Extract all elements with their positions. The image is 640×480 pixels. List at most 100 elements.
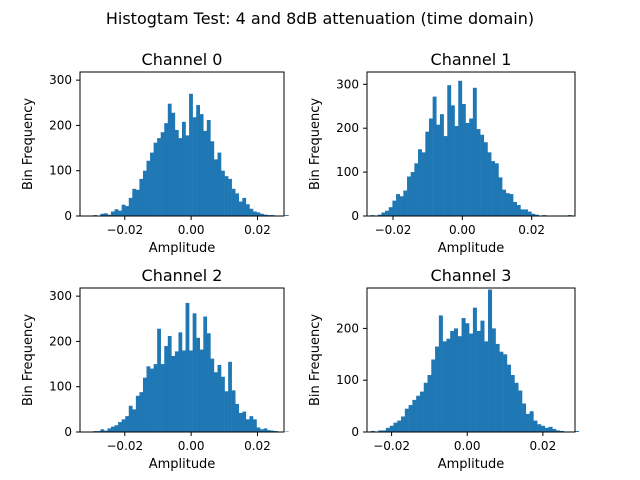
histogram-bar xyxy=(408,405,413,432)
histogram-bar xyxy=(388,207,393,216)
x-tick-label: −0.02 xyxy=(106,439,143,453)
histogram-bar xyxy=(249,208,254,216)
axes-frame xyxy=(79,71,285,217)
histogram-bar xyxy=(522,403,527,432)
histogram-bar xyxy=(238,412,243,432)
y-axis-label: Bin Frequency xyxy=(308,314,323,406)
histogram-bar xyxy=(242,411,247,432)
histogram-panel-2: −0.02 0.00 0.02 0 100 200 300 Channel 2 Amplitud… xyxy=(21,266,289,472)
histogram-panel-1: −0.02 0.00 0.02 0 100 200 300 Channel 1 Amplitud… xyxy=(308,50,576,256)
histogram-bar xyxy=(206,120,211,216)
histogram-bar xyxy=(392,200,397,216)
histogram-bar xyxy=(231,390,236,432)
histogram-bar xyxy=(213,372,218,432)
histogram-bar xyxy=(121,419,126,432)
histogram-bar xyxy=(414,163,419,216)
histogram-bar xyxy=(407,176,411,216)
histogram-bar xyxy=(442,341,447,432)
histogram-bar xyxy=(103,430,108,432)
histogram-bar xyxy=(160,132,165,216)
histogram-bar xyxy=(491,328,496,432)
histogram-bar xyxy=(397,420,402,432)
histogram-bar xyxy=(203,130,208,216)
histogram-bar xyxy=(401,416,406,432)
histogram-bar xyxy=(135,189,140,216)
histogram-bar xyxy=(267,430,271,432)
y-tick-label: 0 xyxy=(351,425,359,439)
x-axis-label: Amplitude xyxy=(438,241,505,256)
histogram-bar xyxy=(217,152,222,216)
histogram-bar xyxy=(153,142,158,216)
y-tick-label: 0 xyxy=(351,209,359,223)
histogram-bar xyxy=(370,430,375,432)
histogram-bar xyxy=(142,377,147,432)
histogram-bar xyxy=(157,328,161,432)
histogram-bar xyxy=(447,85,452,216)
histogram-bar xyxy=(488,289,493,432)
histogram-bar xyxy=(505,193,510,216)
histogram-bar xyxy=(427,375,432,432)
histogram-bar xyxy=(457,336,462,432)
histogram-bar xyxy=(100,429,105,432)
histogram-bar xyxy=(114,425,119,432)
histogram-bar xyxy=(221,170,225,216)
histogram-bar xyxy=(178,332,183,432)
x-tick-label: 0.00 xyxy=(449,223,476,237)
histogram-bar xyxy=(487,152,492,216)
histogram-bar xyxy=(245,204,250,216)
histogram-bar xyxy=(525,413,530,432)
histogram-bar xyxy=(537,424,542,432)
histogram-bar xyxy=(516,205,521,216)
x-axis-label: Amplitude xyxy=(438,457,505,472)
histogram-bar xyxy=(111,211,115,216)
histogram-bar xyxy=(476,129,481,216)
histogram-bar xyxy=(535,214,539,216)
histogram-bar xyxy=(182,350,186,432)
histogram-bar xyxy=(469,333,474,432)
y-tick-label: 200 xyxy=(336,321,359,335)
histogram-bar xyxy=(469,118,474,216)
histogram-bar xyxy=(410,172,415,216)
histogram-bar xyxy=(206,333,211,432)
histogram-bar xyxy=(450,330,455,432)
histogram-bar xyxy=(118,422,122,432)
panel-title: Channel 2 xyxy=(142,266,223,285)
y-tick-label: 200 xyxy=(49,334,72,348)
histogram-bar xyxy=(121,204,126,216)
histogram-bar xyxy=(217,364,222,432)
histogram-bar xyxy=(210,141,215,216)
histogram-bar xyxy=(260,429,264,432)
y-tick-label: 300 xyxy=(336,77,359,91)
y-axis-label: Bin Frequency xyxy=(21,314,36,406)
histogram-bar xyxy=(114,209,119,216)
histogram-bars xyxy=(370,80,572,216)
histogram-bar xyxy=(389,425,394,432)
histogram-bar xyxy=(446,338,451,432)
panel-title: Channel 3 xyxy=(431,266,512,285)
histogram-bar xyxy=(529,411,534,432)
histogram-bar xyxy=(235,403,240,432)
histogram-bar xyxy=(146,366,151,432)
histogram-bar xyxy=(228,361,232,432)
y-axis-label: Bin Frequency xyxy=(21,98,36,190)
histogram-bar xyxy=(231,188,236,216)
histogram-panel-0: −0.02 0.00 0.02 0 100 200 300 Channel 0 Amplitud… xyxy=(21,50,289,256)
histogram-bar xyxy=(182,121,186,216)
histogram-bar xyxy=(185,135,190,216)
histogram-bar xyxy=(192,117,197,216)
histogram-bar xyxy=(107,214,112,216)
histogram-bar xyxy=(461,318,466,432)
x-tick-label: 0.02 xyxy=(529,439,556,453)
histogram-bar xyxy=(480,320,485,432)
x-tick-label: 0.00 xyxy=(178,439,205,453)
histogram-bar xyxy=(142,170,147,216)
histogram-bar xyxy=(438,315,443,432)
y-tick-label: 100 xyxy=(336,373,359,387)
histogram-bar xyxy=(484,341,489,432)
histogram-bar xyxy=(494,163,499,216)
histogram-bar xyxy=(153,364,158,432)
histogram-bar xyxy=(436,124,441,216)
histogram-bar xyxy=(171,112,176,216)
histogram-bar xyxy=(506,364,511,432)
histogram-bar xyxy=(453,328,459,432)
